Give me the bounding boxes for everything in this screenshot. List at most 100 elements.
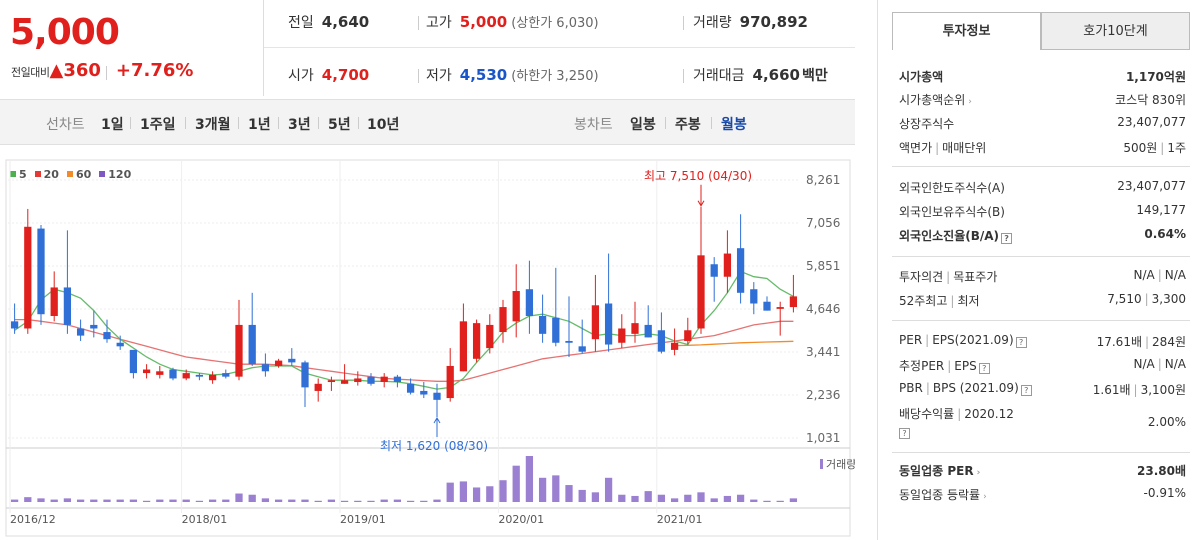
candle-body [327,380,336,383]
section-divider [892,320,1190,321]
tab-investment-info[interactable]: 투자정보 [892,12,1041,50]
chevron-right-icon[interactable]: › [983,492,987,502]
help-icon[interactable]: ? [978,363,990,374]
market-cap-value: 1,170억원 [1125,70,1186,84]
candle-body [103,332,111,340]
volume-bar [182,499,190,502]
volume-bar [274,499,283,502]
divider [418,16,419,30]
volume-bar [552,475,560,502]
volume-bar [340,500,349,502]
market-cap-row: 시가총액 1,170억원 [899,66,1186,86]
candle-body [24,226,32,329]
divider [683,69,684,83]
w52-row: 52주최고 | 최저 7,510 | 3,300 [899,290,1186,310]
candle-monthly[interactable]: 월봉 [721,117,747,133]
volume-bar [169,499,177,502]
candle-body [789,296,798,308]
foreign-hold-row: 외국인보유주식수(B) 149,177 [899,201,1186,221]
foreign-hold-label: 외국인보유주식수(B) [899,205,1005,219]
y-tick-label: 4,646 [806,302,840,316]
candle-body [340,380,349,384]
sector-change-row: 동일업종 등락률 › -0.91% [899,484,1186,504]
opinion-value: N/A [1133,268,1155,282]
volume-bar [261,498,270,502]
face-value-row: 액면가 | 매매단위 500원 | 1주 [899,137,1186,157]
period-1d[interactable]: 1일 [101,117,124,133]
y-tick-label: 3,441 [806,345,840,359]
volume-value: 970,892 [739,13,808,31]
divider [358,117,359,129]
row-divider [264,47,855,48]
legend-label: 20 [43,168,59,181]
candle-chart-label: 봉차트 [574,117,613,133]
legend-swatch [10,171,16,177]
amount-unit: 백만 [801,68,828,84]
upper-limit: (상한가 6,030) [511,16,599,31]
candle-body [50,287,58,316]
period-3y[interactable]: 3년 [288,117,311,133]
candle-body [499,307,507,333]
foreign-ratio-row: 외국인소진율(B/A)? 0.64% [899,225,1186,245]
legend-label: 120 [108,168,132,181]
low-label: 저가 [426,68,452,84]
volume-bar [208,499,217,502]
legend-item-ma20: 20 [34,168,59,181]
volume-bar [433,499,441,502]
volume-stat: 거래량 970,892 [693,12,808,32]
legend-swatch [99,171,106,177]
divider: | [1160,141,1165,155]
candle-body [538,315,547,334]
period-1y[interactable]: 1년 [248,117,271,133]
eps-value: 284원 [1152,335,1186,349]
volume-label: 거래량 [693,15,732,31]
candle-body [380,376,388,383]
legend-swatch [66,171,73,177]
candle-weekly[interactable]: 주봉 [675,117,701,133]
help-icon[interactable]: ? [1001,233,1013,244]
down-arrow-icon [697,200,705,207]
help-icon[interactable]: ? [1020,385,1032,396]
candle-body [420,390,428,395]
amount-value: 4,660 [752,66,800,84]
volume-bar [235,493,243,502]
candle-body [684,330,692,341]
est-per-row: 추정PER | EPS? N/A | N/A [899,355,1186,375]
period-1w[interactable]: 1주일 [140,117,176,133]
candle-body [393,376,402,383]
volume-bar [354,500,362,502]
candle-daily[interactable]: 일봉 [630,117,656,133]
help-icon[interactable]: ? [1015,337,1027,348]
shares-value: 23,407,077 [1117,115,1186,129]
chart-panel: 5,000 전일대비▲360 +7.76% 전일 4,640 고가 5,000 (상한가… [0,0,855,540]
trade-unit-label: 매매단위 [942,141,987,155]
stock-chart[interactable]: 8,261 7,056 5,851 4,646 3,441 2,236 1,031 2016/… [0,150,855,540]
legend-label: 5 [19,168,27,181]
legend-item-ma120: 120 [99,168,131,181]
volume-bar [406,500,415,502]
foreign-ratio-label: 외국인소진율(B/A) [899,229,1000,243]
est-eps-label: EPS [954,359,977,373]
section-divider [892,166,1190,167]
cap-rank-row: 시가총액순위 › 코스닥 830위 [899,89,1186,109]
tab-order-book[interactable]: 호가10단계 [1041,12,1190,50]
volume-bar [222,499,230,502]
day-low: 저가 4,530 (하한가 3,250) [426,65,599,85]
chevron-right-icon[interactable]: › [976,468,981,478]
market-cap-label: 시가총액 [899,70,944,84]
chevron-right-icon[interactable]: › [968,97,972,107]
lower-limit: (하한가 3,250) [511,69,599,84]
volume-bar [710,498,718,502]
period-10y[interactable]: 10년 [367,117,400,133]
high-label: 고가 [426,15,452,31]
candle-body [274,360,283,366]
divider [418,69,419,83]
max-annotation: 최고 7,510 (04/30) [644,169,752,183]
help-icon[interactable]: ? [899,428,910,439]
shares-label: 상장주식수 [899,117,955,131]
period-3m[interactable]: 3개월 [195,117,231,133]
period-5y[interactable]: 5년 [328,117,351,133]
period-bar: 선차트 1일 1주일 3개월 1년 3년 5년 10년 봉차트 일봉 주봉 월봉 [0,99,855,145]
candle-body [235,324,243,377]
volume-bar [618,494,626,502]
